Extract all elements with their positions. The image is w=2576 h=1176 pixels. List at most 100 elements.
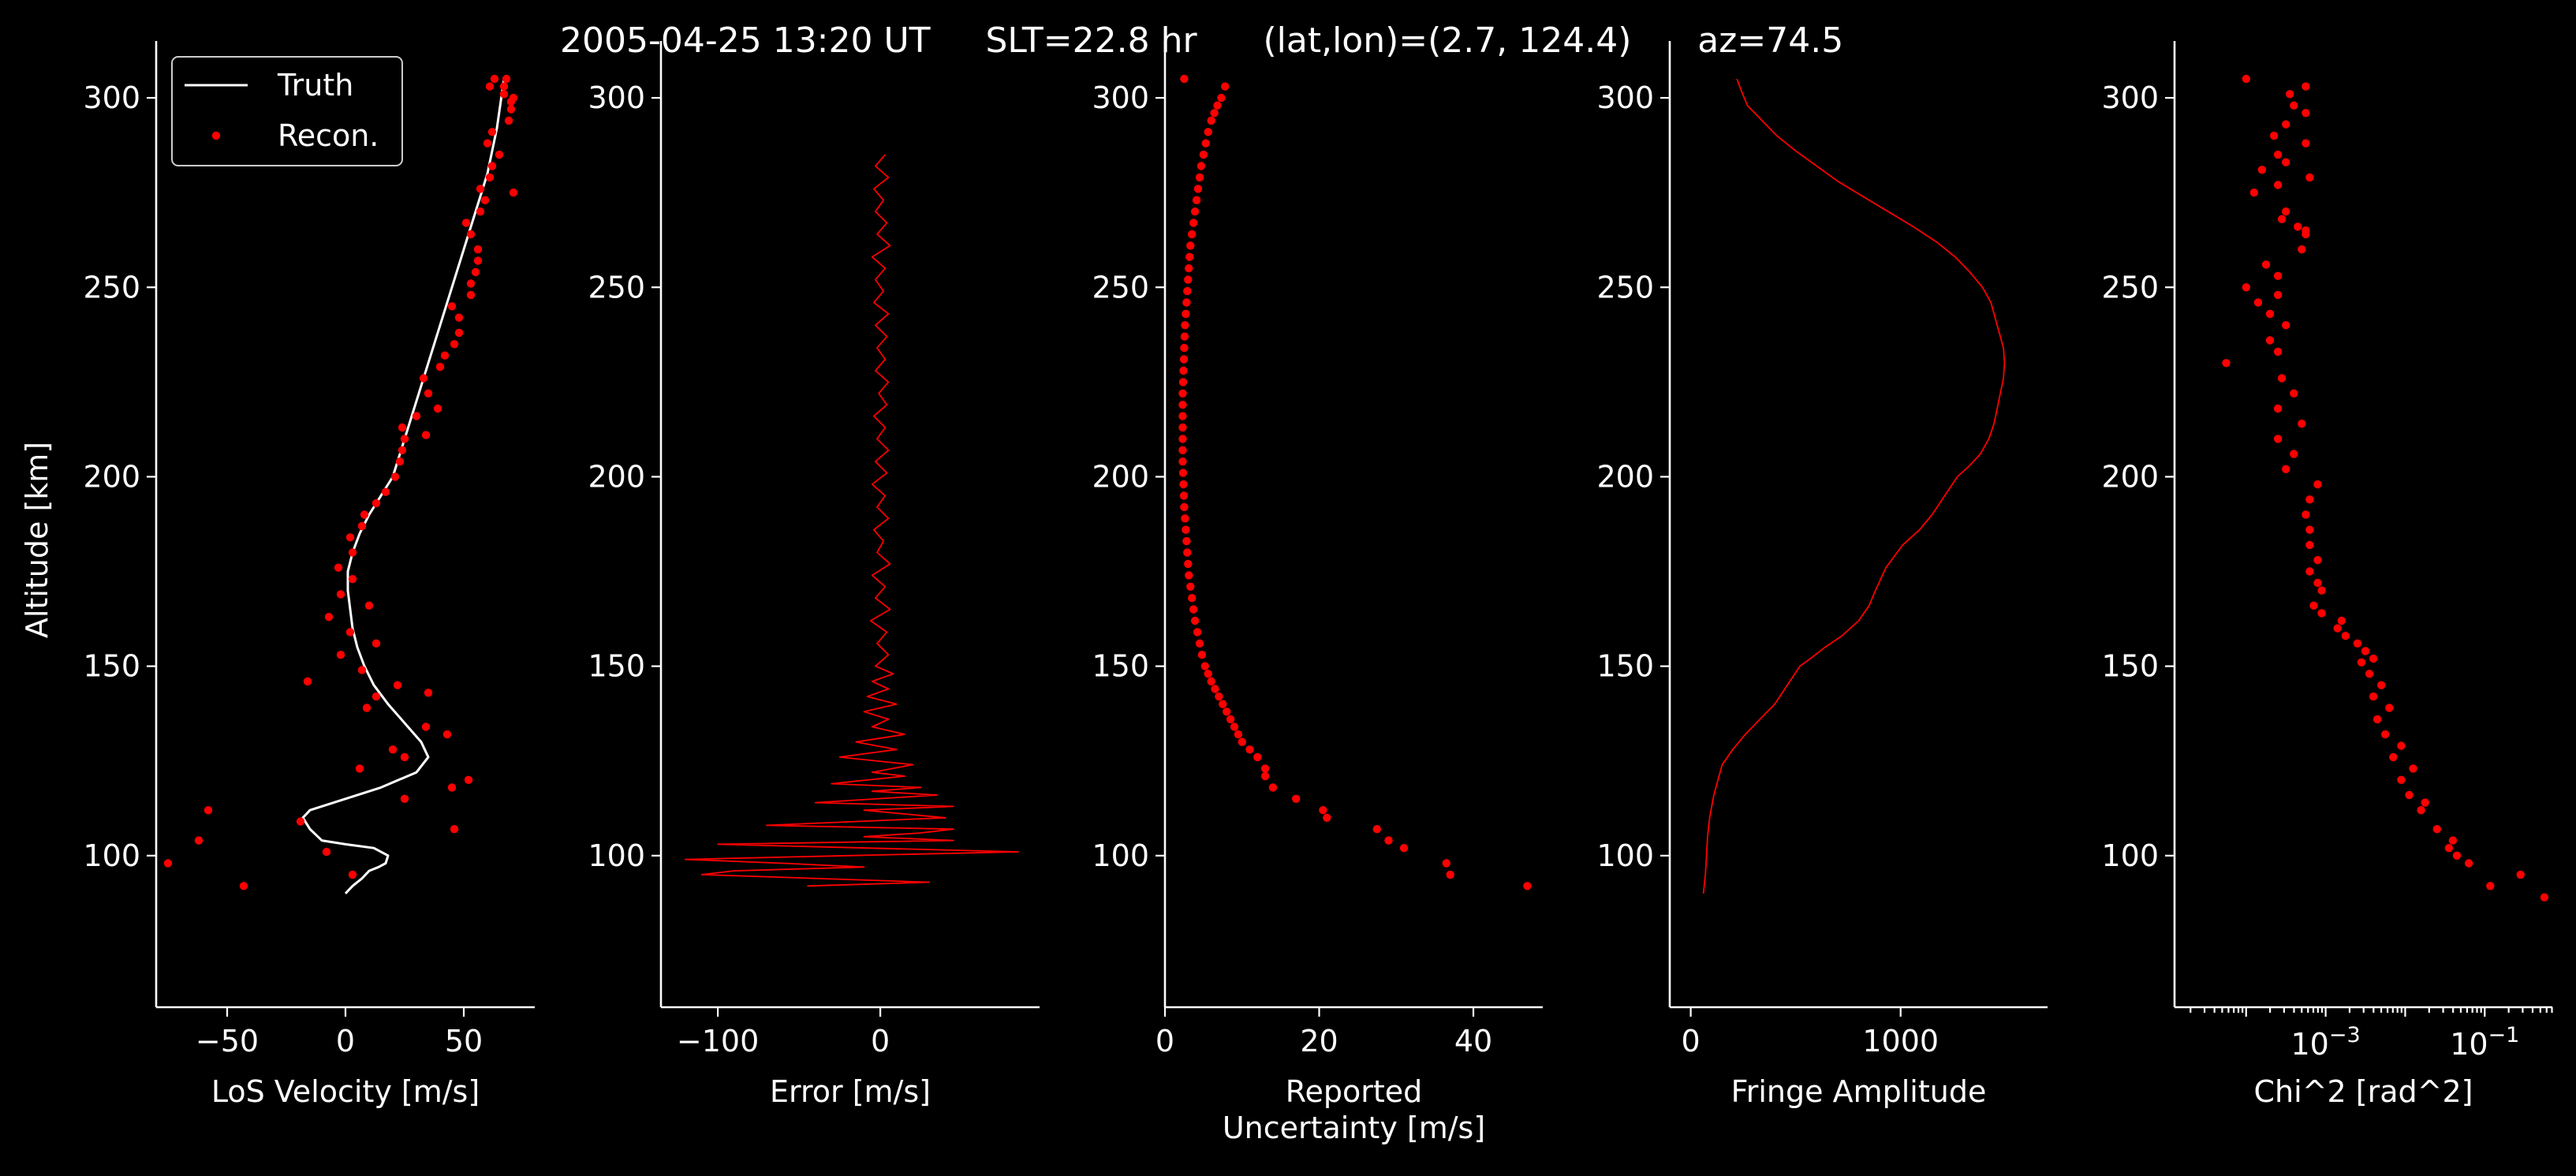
data-point (203, 805, 213, 815)
x-tick-label: 10−1 (2450, 1023, 2519, 1062)
data-point (194, 836, 203, 845)
y-tick-label: 250 (2101, 270, 2159, 304)
data-point (1195, 639, 1204, 648)
data-point (348, 870, 357, 879)
data-point (324, 613, 334, 622)
data-point (1323, 813, 1331, 823)
data-point (485, 173, 495, 182)
data-point (1179, 491, 1189, 500)
data-point (2540, 893, 2549, 902)
data-point (450, 340, 459, 349)
data-point (2302, 510, 2310, 519)
y-tick-label: 100 (1092, 838, 1149, 873)
y-tick-label: 300 (83, 80, 140, 115)
data-point (442, 730, 452, 739)
data-point (336, 590, 345, 599)
x-tick-label: 0 (1155, 1024, 1174, 1058)
data-point (371, 498, 381, 508)
data-point (2273, 435, 2283, 443)
data-point (2409, 764, 2417, 773)
data-point (1178, 457, 1187, 466)
data-point (2365, 670, 2374, 678)
data-point (1215, 692, 1223, 701)
data-point (400, 752, 409, 762)
data-point (2257, 166, 2267, 174)
data-point (1219, 700, 1227, 708)
data-point (1226, 715, 1235, 724)
data-point (2452, 851, 2462, 861)
data-point (2313, 480, 2322, 489)
data-point (1197, 651, 1207, 659)
data-point (1178, 401, 1187, 409)
data-point (454, 313, 464, 322)
data-point (1183, 286, 1192, 296)
data-point (447, 783, 457, 792)
x-tick-label: 0 (871, 1024, 890, 1058)
data-point (1178, 389, 1187, 398)
data-point (2305, 540, 2314, 550)
data-point (466, 230, 476, 239)
data-point (1192, 196, 1201, 204)
data-point (1182, 525, 1190, 534)
data-point (2357, 658, 2366, 666)
data-point (322, 847, 331, 857)
data-point (2309, 601, 2318, 610)
data-point (480, 196, 490, 204)
data-point (2305, 567, 2314, 576)
data-point (2290, 450, 2298, 458)
data-point (473, 256, 483, 265)
data-point (476, 207, 485, 216)
y-tick-label: 100 (2101, 838, 2159, 873)
data-point (2385, 704, 2394, 712)
data-point (1230, 722, 1239, 731)
data-point (2305, 173, 2314, 182)
data-point (1399, 844, 1409, 853)
data-point (2305, 495, 2314, 504)
data-point (345, 533, 355, 542)
data-point (1384, 836, 1393, 845)
data-point (485, 82, 495, 91)
data-point (2432, 825, 2441, 834)
data-point (1213, 101, 1222, 110)
figure-title: 2005-04-25 13:20 UT SLT=22.8 hr (lat,lon… (560, 21, 1843, 61)
y-tick-label: 250 (83, 270, 140, 304)
data-point (2282, 465, 2290, 473)
y-axis-label: Altitude [km] (20, 442, 54, 638)
data-point (435, 362, 445, 371)
data-point (2282, 120, 2290, 129)
y-tick-label: 200 (1596, 459, 1654, 494)
data-point (345, 628, 355, 637)
data-point (1245, 745, 1254, 754)
data-point (466, 279, 476, 288)
data-point (499, 90, 509, 99)
y-tick-label: 200 (1092, 459, 1149, 494)
y-tick-label: 150 (83, 649, 140, 684)
data-point (2282, 321, 2290, 330)
data-point (393, 681, 402, 689)
data-point (2265, 309, 2275, 319)
data-point (348, 575, 357, 584)
data-point (400, 794, 409, 803)
panel-1: 100 150 200 250 300 −50 0 50 LoS Velocity [m/s] A… (20, 41, 535, 1109)
data-point (2516, 870, 2525, 879)
truth-line (301, 78, 506, 894)
data-point (1185, 571, 1193, 580)
data-point (1446, 870, 1454, 879)
data-point (357, 521, 367, 531)
data-point (1182, 298, 1191, 307)
data-point (2337, 616, 2346, 625)
data-point (1182, 536, 1191, 546)
y-tick-label: 300 (2101, 80, 2159, 115)
x-tick-label: −100 (677, 1024, 759, 1058)
y-tick-label: 250 (588, 270, 645, 304)
data-point (1188, 594, 1197, 603)
data-point (163, 859, 173, 868)
data-point (1180, 343, 1189, 353)
data-point (2341, 632, 2350, 640)
panel-3: 100 150 200 250 300 0 20 40 ReportedUncertainty … (1092, 41, 1543, 1145)
data-point (371, 639, 381, 648)
data-point (1442, 859, 1451, 868)
data-point (2282, 207, 2290, 216)
data-point (1207, 677, 1215, 686)
